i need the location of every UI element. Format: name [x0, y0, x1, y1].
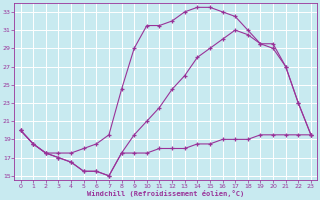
X-axis label: Windchill (Refroidissement éolien,°C): Windchill (Refroidissement éolien,°C) — [87, 190, 244, 197]
